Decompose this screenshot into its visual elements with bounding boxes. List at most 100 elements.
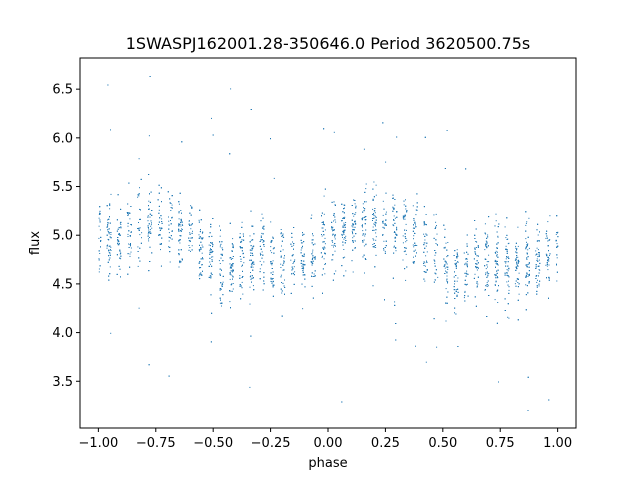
- data-point: [372, 188, 374, 190]
- data-point: [98, 217, 100, 219]
- data-point: [160, 187, 162, 189]
- data-point: [556, 264, 557, 266]
- data-point: [528, 247, 530, 249]
- data-point: [412, 244, 414, 246]
- data-point: [161, 227, 163, 229]
- data-point: [425, 255, 427, 257]
- data-point: [281, 282, 282, 283]
- data-point: [414, 221, 416, 223]
- data-point: [243, 262, 245, 264]
- data-point: [314, 275, 316, 277]
- data-point: [200, 247, 202, 249]
- data-point: [119, 253, 121, 255]
- data-point: [446, 272, 448, 274]
- data-point: [294, 260, 295, 262]
- data-point: [139, 218, 141, 220]
- data-point: [179, 235, 181, 237]
- data-point: [242, 233, 244, 235]
- data-point: [518, 293, 520, 295]
- data-point: [252, 285, 254, 287]
- data-point: [229, 222, 231, 224]
- data-point: [212, 218, 214, 219]
- data-point: [508, 289, 510, 291]
- data-point: [444, 273, 446, 274]
- data-point: [138, 158, 140, 160]
- data-point: [445, 320, 447, 322]
- data-point: [466, 258, 468, 260]
- data-point: [252, 245, 254, 247]
- data-point: [505, 262, 507, 264]
- data-point: [382, 234, 384, 236]
- data-point: [476, 266, 478, 268]
- data-point: [100, 246, 101, 248]
- data-point: [547, 240, 549, 242]
- data-point: [404, 215, 406, 217]
- data-point: [436, 346, 438, 348]
- data-point: [199, 209, 201, 211]
- data-point: [526, 244, 528, 246]
- data-point: [170, 207, 172, 208]
- data-point: [423, 244, 425, 246]
- data-point: [425, 271, 427, 273]
- data-point: [488, 254, 490, 256]
- data-point: [495, 220, 497, 222]
- data-point: [487, 274, 489, 276]
- data-point: [373, 217, 375, 219]
- data-point: [343, 208, 345, 210]
- data-point: [148, 364, 150, 366]
- data-point: [352, 223, 354, 225]
- data-point: [147, 220, 149, 222]
- data-point: [198, 249, 200, 251]
- data-point: [211, 117, 212, 119]
- data-point: [454, 312, 455, 314]
- data-point: [456, 295, 458, 297]
- data-point: [414, 249, 416, 251]
- data-point: [528, 274, 530, 276]
- data-point: [495, 277, 497, 279]
- data-point: [169, 202, 171, 204]
- data-point: [453, 286, 455, 288]
- data-point: [434, 265, 436, 267]
- data-point: [556, 215, 558, 217]
- data-point: [239, 285, 241, 287]
- data-point: [425, 214, 427, 215]
- data-point: [392, 210, 394, 212]
- data-point: [485, 285, 487, 287]
- data-point: [220, 288, 222, 290]
- data-point: [334, 204, 336, 206]
- data-point: [189, 233, 191, 235]
- data-point: [528, 274, 530, 276]
- data-point: [252, 266, 254, 268]
- data-point: [108, 228, 110, 230]
- data-point: [385, 192, 387, 194]
- data-point: [239, 277, 241, 279]
- data-point: [474, 247, 476, 249]
- data-point: [497, 251, 498, 253]
- data-point: [353, 235, 355, 237]
- data-point: [525, 284, 527, 286]
- data-point: [455, 291, 457, 292]
- data-point: [199, 261, 201, 263]
- data-point: [239, 256, 241, 257]
- data-point: [464, 290, 466, 292]
- data-point: [454, 263, 456, 265]
- data-point: [291, 255, 293, 257]
- y-tick-label: 5.5: [52, 180, 73, 195]
- data-point: [527, 263, 529, 265]
- data-point: [210, 252, 212, 254]
- data-point: [212, 246, 214, 248]
- data-point: [394, 304, 396, 306]
- data-point: [363, 210, 365, 212]
- data-point: [261, 264, 263, 266]
- data-point: [525, 248, 527, 250]
- data-point: [151, 210, 153, 211]
- data-point: [149, 231, 151, 233]
- data-point: [456, 280, 458, 282]
- data-point: [199, 248, 201, 250]
- data-point: [382, 234, 384, 236]
- data-point: [311, 272, 313, 274]
- data-point: [486, 282, 488, 284]
- data-point: [169, 246, 171, 248]
- data-point: [179, 223, 181, 225]
- data-point: [445, 242, 447, 244]
